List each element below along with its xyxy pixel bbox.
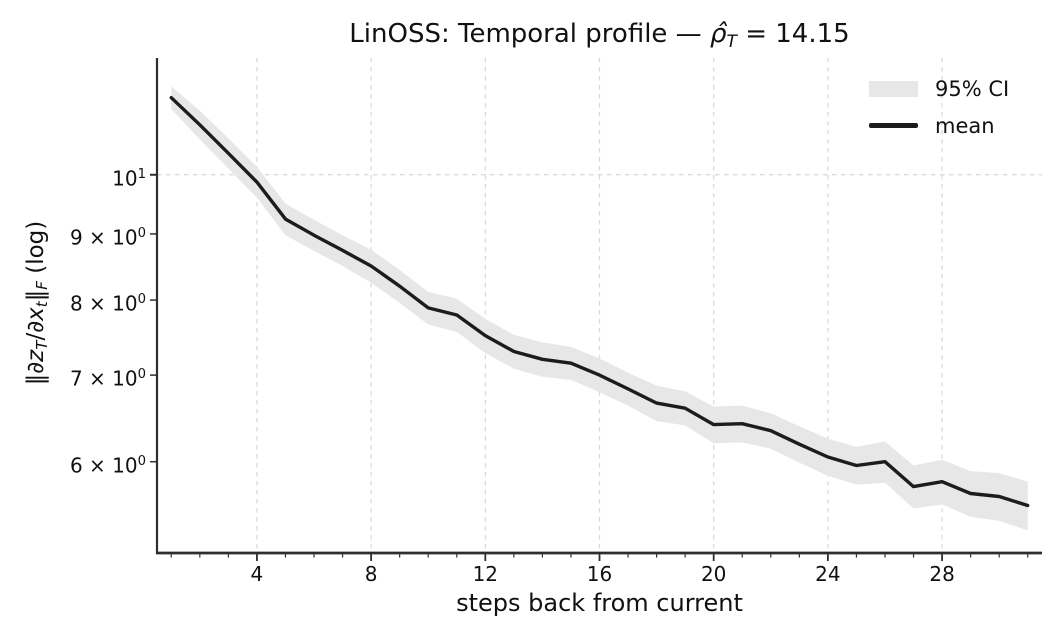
x-tick-label-28: 28 bbox=[929, 562, 955, 586]
x-axis-label: steps back from current bbox=[456, 589, 743, 617]
chart-title-segment-0: LinOSS: Temporal profile — bbox=[349, 19, 710, 49]
legend: 95% CI mean bbox=[869, 70, 1009, 144]
chart-title: LinOSS: Temporal profile — ρ̂T = 14.15 bbox=[157, 17, 1042, 59]
y-tick-label-10: 101 bbox=[112, 165, 146, 190]
x-tick-label-12: 12 bbox=[472, 562, 499, 586]
ci-band bbox=[171, 86, 1028, 531]
y-tick-label-9: 9 × 100 bbox=[69, 225, 146, 250]
y-axis-label-segment-3: / bbox=[22, 332, 49, 341]
y-tick-label-8: 8 × 100 bbox=[69, 291, 146, 316]
x-tick-label-24: 24 bbox=[815, 562, 841, 586]
x-tick-label-4: 4 bbox=[250, 562, 264, 586]
x-tick-label-16: 16 bbox=[586, 562, 613, 586]
chart-title-segment-3: = 14.15 bbox=[736, 19, 850, 49]
mean-line-swatch bbox=[869, 123, 918, 128]
chart-title-segment-2: T bbox=[726, 31, 737, 52]
legend-label-ci: 95% CI bbox=[935, 76, 1010, 101]
legend-item-ci: 95% CI bbox=[869, 70, 1009, 107]
y-tick-label-7: 7 × 100 bbox=[69, 366, 146, 391]
ci-band-swatch bbox=[869, 80, 918, 97]
x-tick-label-8: 8 bbox=[364, 562, 378, 586]
legend-label-mean: mean bbox=[935, 113, 995, 138]
y-axis-label-segment-2: T bbox=[33, 340, 52, 350]
legend-item-mean: mean bbox=[869, 107, 1009, 144]
chart-title-segment-1: ρ̂ bbox=[709, 19, 727, 49]
x-tick-label-20: 20 bbox=[700, 562, 727, 586]
mean-line bbox=[169, 95, 1030, 508]
y-tick-label-6: 6 × 100 bbox=[69, 452, 146, 477]
